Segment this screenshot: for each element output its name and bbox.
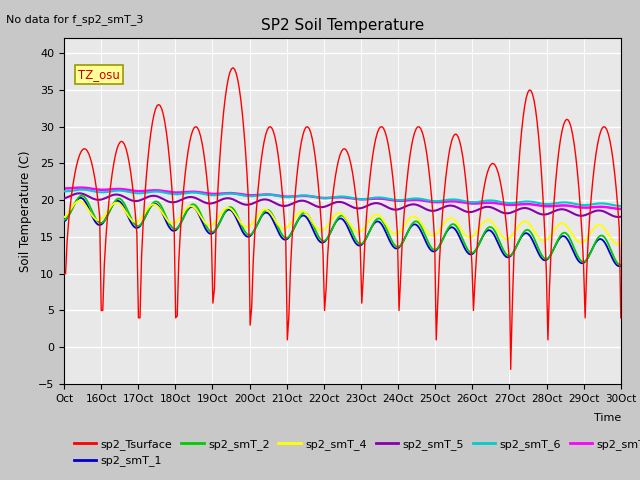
Text: TZ_osu: TZ_osu bbox=[78, 68, 120, 81]
Title: SP2 Soil Temperature: SP2 Soil Temperature bbox=[260, 18, 424, 33]
Text: Time: Time bbox=[593, 413, 621, 423]
Text: No data for f_sp2_smT_3: No data for f_sp2_smT_3 bbox=[6, 14, 144, 25]
Legend: sp2_Tsurface, sp2_smT_1, sp2_smT_2, sp2_smT_4, sp2_smT_5, sp2_smT_6, sp2_smT_7: sp2_Tsurface, sp2_smT_1, sp2_smT_2, sp2_… bbox=[70, 434, 640, 471]
Y-axis label: Soil Temperature (C): Soil Temperature (C) bbox=[19, 150, 33, 272]
